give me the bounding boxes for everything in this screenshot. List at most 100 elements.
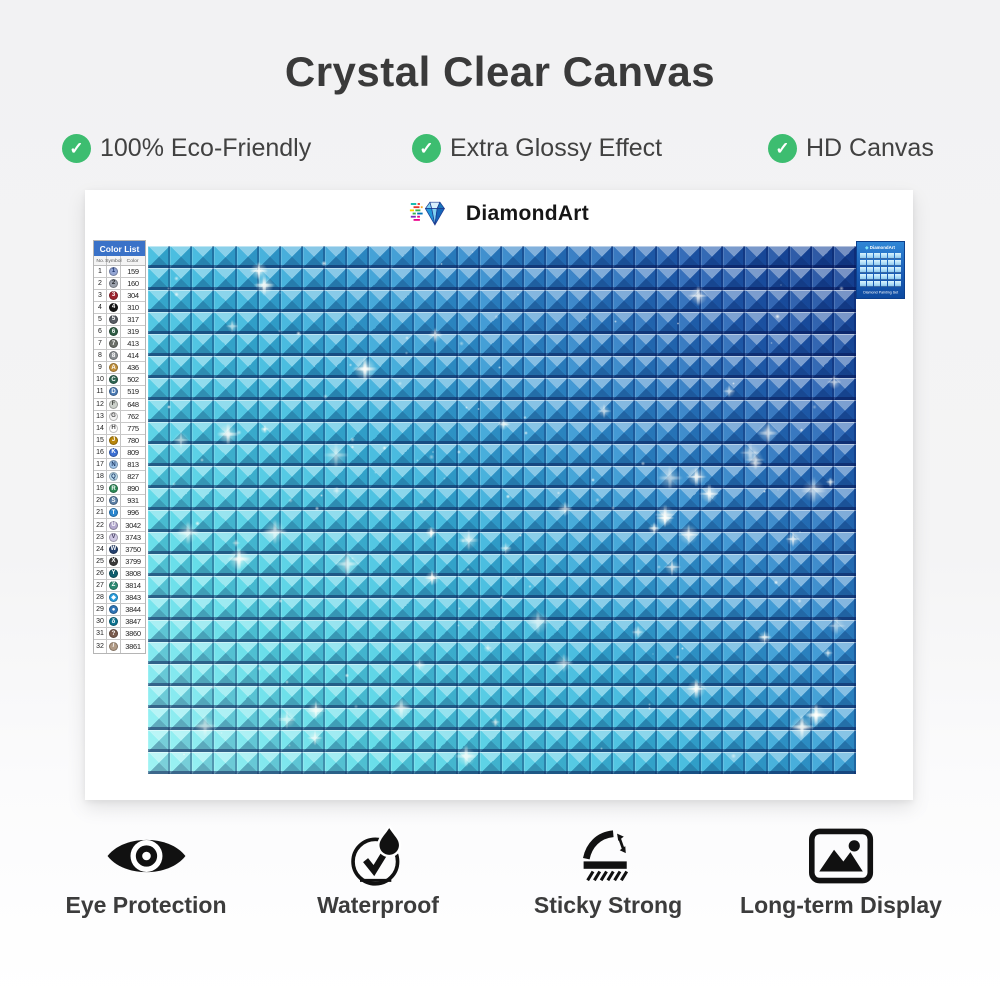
drill-cell (413, 444, 436, 466)
drill-cell (723, 334, 746, 356)
drill-cell (325, 422, 348, 444)
drill-cell (391, 312, 414, 334)
mini-diamond-icon: ◆ (865, 245, 871, 250)
drill-cell (214, 686, 237, 708)
drill-cell (568, 510, 591, 532)
drill-cell (833, 312, 856, 334)
drill-cell (723, 356, 746, 378)
drill-cell (634, 554, 657, 576)
symbol-badge: F (109, 399, 118, 409)
dmc-code: 317 (127, 314, 139, 324)
drill-cell (590, 290, 613, 312)
drill-cell (524, 752, 547, 774)
color-list-row: 9 A 436 (94, 362, 145, 375)
drill-cell (745, 576, 768, 598)
drill-cell (192, 356, 215, 378)
drill-cell (568, 312, 591, 334)
drill-cell (524, 488, 547, 510)
drill-cell (590, 268, 613, 290)
drill-cell (369, 554, 392, 576)
drill-cell (723, 554, 746, 576)
drill-cell (679, 664, 702, 686)
feature-glossy-effect: ✓ Extra Glossy Effect (412, 134, 662, 163)
feature-hd-canvas: ✓ HD Canvas (768, 134, 934, 163)
drill-cell (656, 708, 679, 730)
drill-cell (413, 400, 436, 422)
row-number: 19 (94, 483, 107, 495)
drill-cell (546, 378, 569, 400)
drill-cell (701, 246, 724, 268)
drill-cell (590, 576, 613, 598)
drill-cell (347, 642, 370, 664)
drill-cell (811, 642, 834, 664)
drill-cell (612, 356, 635, 378)
mini-pack-cell (888, 274, 894, 280)
drill-cell (524, 642, 547, 664)
drill-cell (413, 532, 436, 554)
drill-cell (214, 488, 237, 510)
drill-cell (347, 334, 370, 356)
drill-cell (612, 268, 635, 290)
drill-cell (214, 510, 237, 532)
drill-cell (568, 730, 591, 752)
drill-cell (656, 730, 679, 752)
drill-cell (833, 752, 856, 774)
color-list-row: 31? 3860 (94, 628, 145, 641)
drill-cell (745, 422, 768, 444)
drill-cell (789, 334, 812, 356)
color-list-row: 10 C 502 (94, 374, 145, 387)
drill-cell (236, 378, 259, 400)
drill-cell (656, 466, 679, 488)
color-list-row: 3 3 304 (94, 289, 145, 302)
drill-cell (524, 378, 547, 400)
drill-cell (302, 752, 325, 774)
drill-cell (789, 356, 812, 378)
dmc-code: 890 (127, 484, 139, 494)
row-number: 3 (94, 289, 107, 301)
mini-pack-cell (895, 267, 901, 273)
drill-cell (811, 488, 834, 510)
drill-cell (302, 686, 325, 708)
drill-cell (634, 356, 657, 378)
row-number: 12 (94, 398, 107, 410)
bottom-feature-label: Eye Protection (65, 892, 227, 918)
drill-cell (833, 708, 856, 730)
drill-cell (833, 268, 856, 290)
symbol-badge: Z (109, 580, 118, 590)
drill-cell (701, 290, 724, 312)
drill-cell (612, 620, 635, 642)
drill-cell (413, 466, 436, 488)
drill-cell (214, 378, 237, 400)
drill-cell (502, 290, 525, 312)
drill-cell (811, 400, 834, 422)
drill-cell (679, 444, 702, 466)
color-list-row: 30 δ 3847 (94, 616, 145, 629)
drill-cell (236, 686, 259, 708)
dmc-code: 775 (127, 423, 139, 433)
row-number: 8 (94, 350, 107, 362)
drill-cell (767, 752, 790, 774)
drill-cell (524, 708, 547, 730)
drill-cell (280, 312, 303, 334)
drill-cell (502, 510, 525, 532)
drill-cell (325, 708, 348, 730)
drill-cell (612, 400, 635, 422)
drill-cell (789, 312, 812, 334)
row-number: 13 (94, 410, 107, 422)
drill-cell (723, 664, 746, 686)
drill-cell (502, 598, 525, 620)
drill-cell (148, 246, 171, 268)
drill-cell (148, 466, 171, 488)
symbol-badge: X (109, 556, 118, 566)
drill-cell (258, 664, 281, 686)
drill-cell (502, 752, 525, 774)
symbol-badge: / (109, 641, 118, 651)
drill-cell (302, 708, 325, 730)
symbol-badge: 5 (109, 314, 118, 324)
color-list-row: 5 5 317 (94, 313, 145, 326)
drill-cell (745, 510, 768, 532)
drill-cell (192, 378, 215, 400)
drill-cell (391, 598, 414, 620)
drill-cell (679, 598, 702, 620)
check-icon: ✓ (768, 134, 797, 163)
